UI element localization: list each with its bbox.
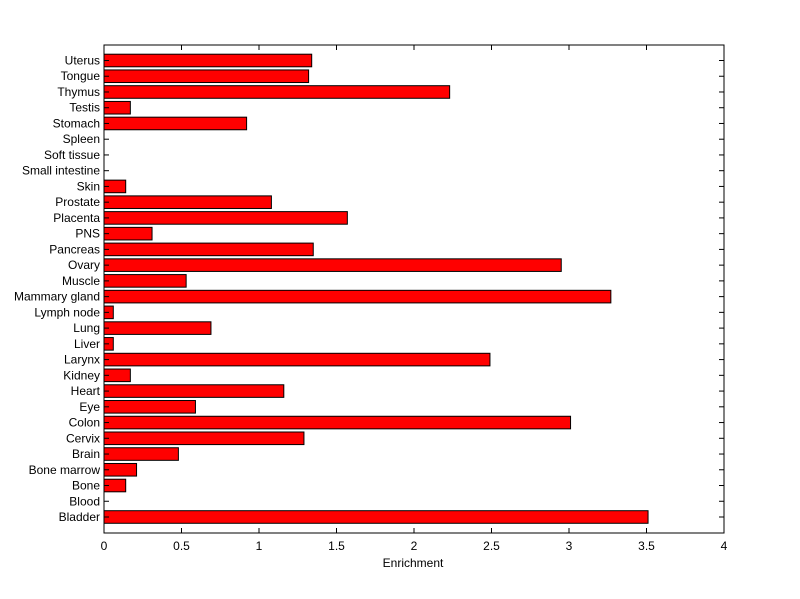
bar-lung xyxy=(103,321,212,335)
y-tick-label-thymus: Thymus xyxy=(57,85,100,99)
y-tick-label-testis: Testis xyxy=(69,101,100,115)
bar-uterus xyxy=(103,53,313,68)
y-tick-label-lung: Lung xyxy=(73,321,100,335)
x-tick-label: 3.5 xyxy=(638,539,655,553)
y-tick-label-skin: Skin xyxy=(77,179,100,193)
y-tick-label-larynx: Larynx xyxy=(64,353,100,367)
y-tick-label-kidney: Kidney xyxy=(63,368,100,382)
bar-ovary xyxy=(103,258,562,272)
bar-mammary-gland xyxy=(103,289,612,304)
y-tick-label-stomach: Stomach xyxy=(53,116,100,130)
y-tick-label-ovary: Ovary xyxy=(68,258,100,272)
x-tick-label: 1.5 xyxy=(328,539,345,553)
x-tick-label: 4 xyxy=(721,539,728,553)
y-tick-label-placenta: Placenta xyxy=(53,211,100,225)
ticks-group xyxy=(103,45,725,533)
bar-pns xyxy=(103,226,153,241)
y-tick-label-pns: PNS xyxy=(75,227,100,241)
y-tick-label-soft-tissue: Soft tissue xyxy=(44,148,100,162)
plot-frame xyxy=(103,44,725,534)
x-tick-label: 2 xyxy=(411,539,418,553)
bar-thymus xyxy=(103,85,451,99)
bar-prostate xyxy=(103,195,272,209)
y-tick-label-brain: Brain xyxy=(72,447,100,461)
x-tick-labels: 0 0.5 1 1.5 2 2.5 3 3.5 4 xyxy=(101,539,728,553)
bar-heart xyxy=(103,384,285,398)
bar-bladder xyxy=(103,510,649,524)
x-tick-label: 2.5 xyxy=(483,539,500,553)
y-tick-label-pancreas: Pancreas xyxy=(49,242,100,256)
bar-cervix xyxy=(103,431,305,446)
y-tick-label-cervix: Cervix xyxy=(66,431,100,445)
x-tick-label: 0 xyxy=(101,539,108,553)
y-tick-label-prostate: Prostate xyxy=(55,195,100,209)
bar-larynx xyxy=(103,352,491,367)
x-tick-label: 3 xyxy=(566,539,573,553)
bar-muscle xyxy=(103,274,187,288)
x-axis-label: Enrichment xyxy=(383,556,444,570)
bar-colon xyxy=(103,415,572,430)
y-tick-label-colon: Colon xyxy=(69,416,100,430)
y-tick-label-mammary-gland: Mammary gland xyxy=(14,290,100,304)
x-tick-label: 0.5 xyxy=(173,539,190,553)
bar-eye xyxy=(103,400,196,414)
bar-stomach xyxy=(103,116,248,131)
y-tick-label-uterus: Uterus xyxy=(65,54,100,68)
y-tick-label-bone-marrow: Bone marrow xyxy=(29,463,101,477)
bar-tongue xyxy=(103,69,310,84)
bar-placenta xyxy=(103,211,348,225)
bar-brain xyxy=(103,447,179,461)
y-tick-label-muscle: Muscle xyxy=(62,274,100,288)
y-tick-label-bone: Bone xyxy=(72,479,100,493)
y-tick-label-lymph-node: Lymph node xyxy=(34,305,100,319)
y-tick-label-heart: Heart xyxy=(71,384,101,398)
y-tick-label-bladder: Bladder xyxy=(59,510,100,524)
x-tick-label: 1 xyxy=(256,539,263,553)
y-tick-label-tongue: Tongue xyxy=(61,69,101,83)
y-tick-label-small-intestine: Small intestine xyxy=(22,164,100,178)
y-tick-label-blood: Blood xyxy=(69,494,100,508)
bar-pancreas xyxy=(103,242,314,257)
y-tick-label-eye: Eye xyxy=(79,400,100,414)
y-tick-label-spleen: Spleen xyxy=(63,132,100,146)
y-tick-label-liver: Liver xyxy=(74,337,100,351)
